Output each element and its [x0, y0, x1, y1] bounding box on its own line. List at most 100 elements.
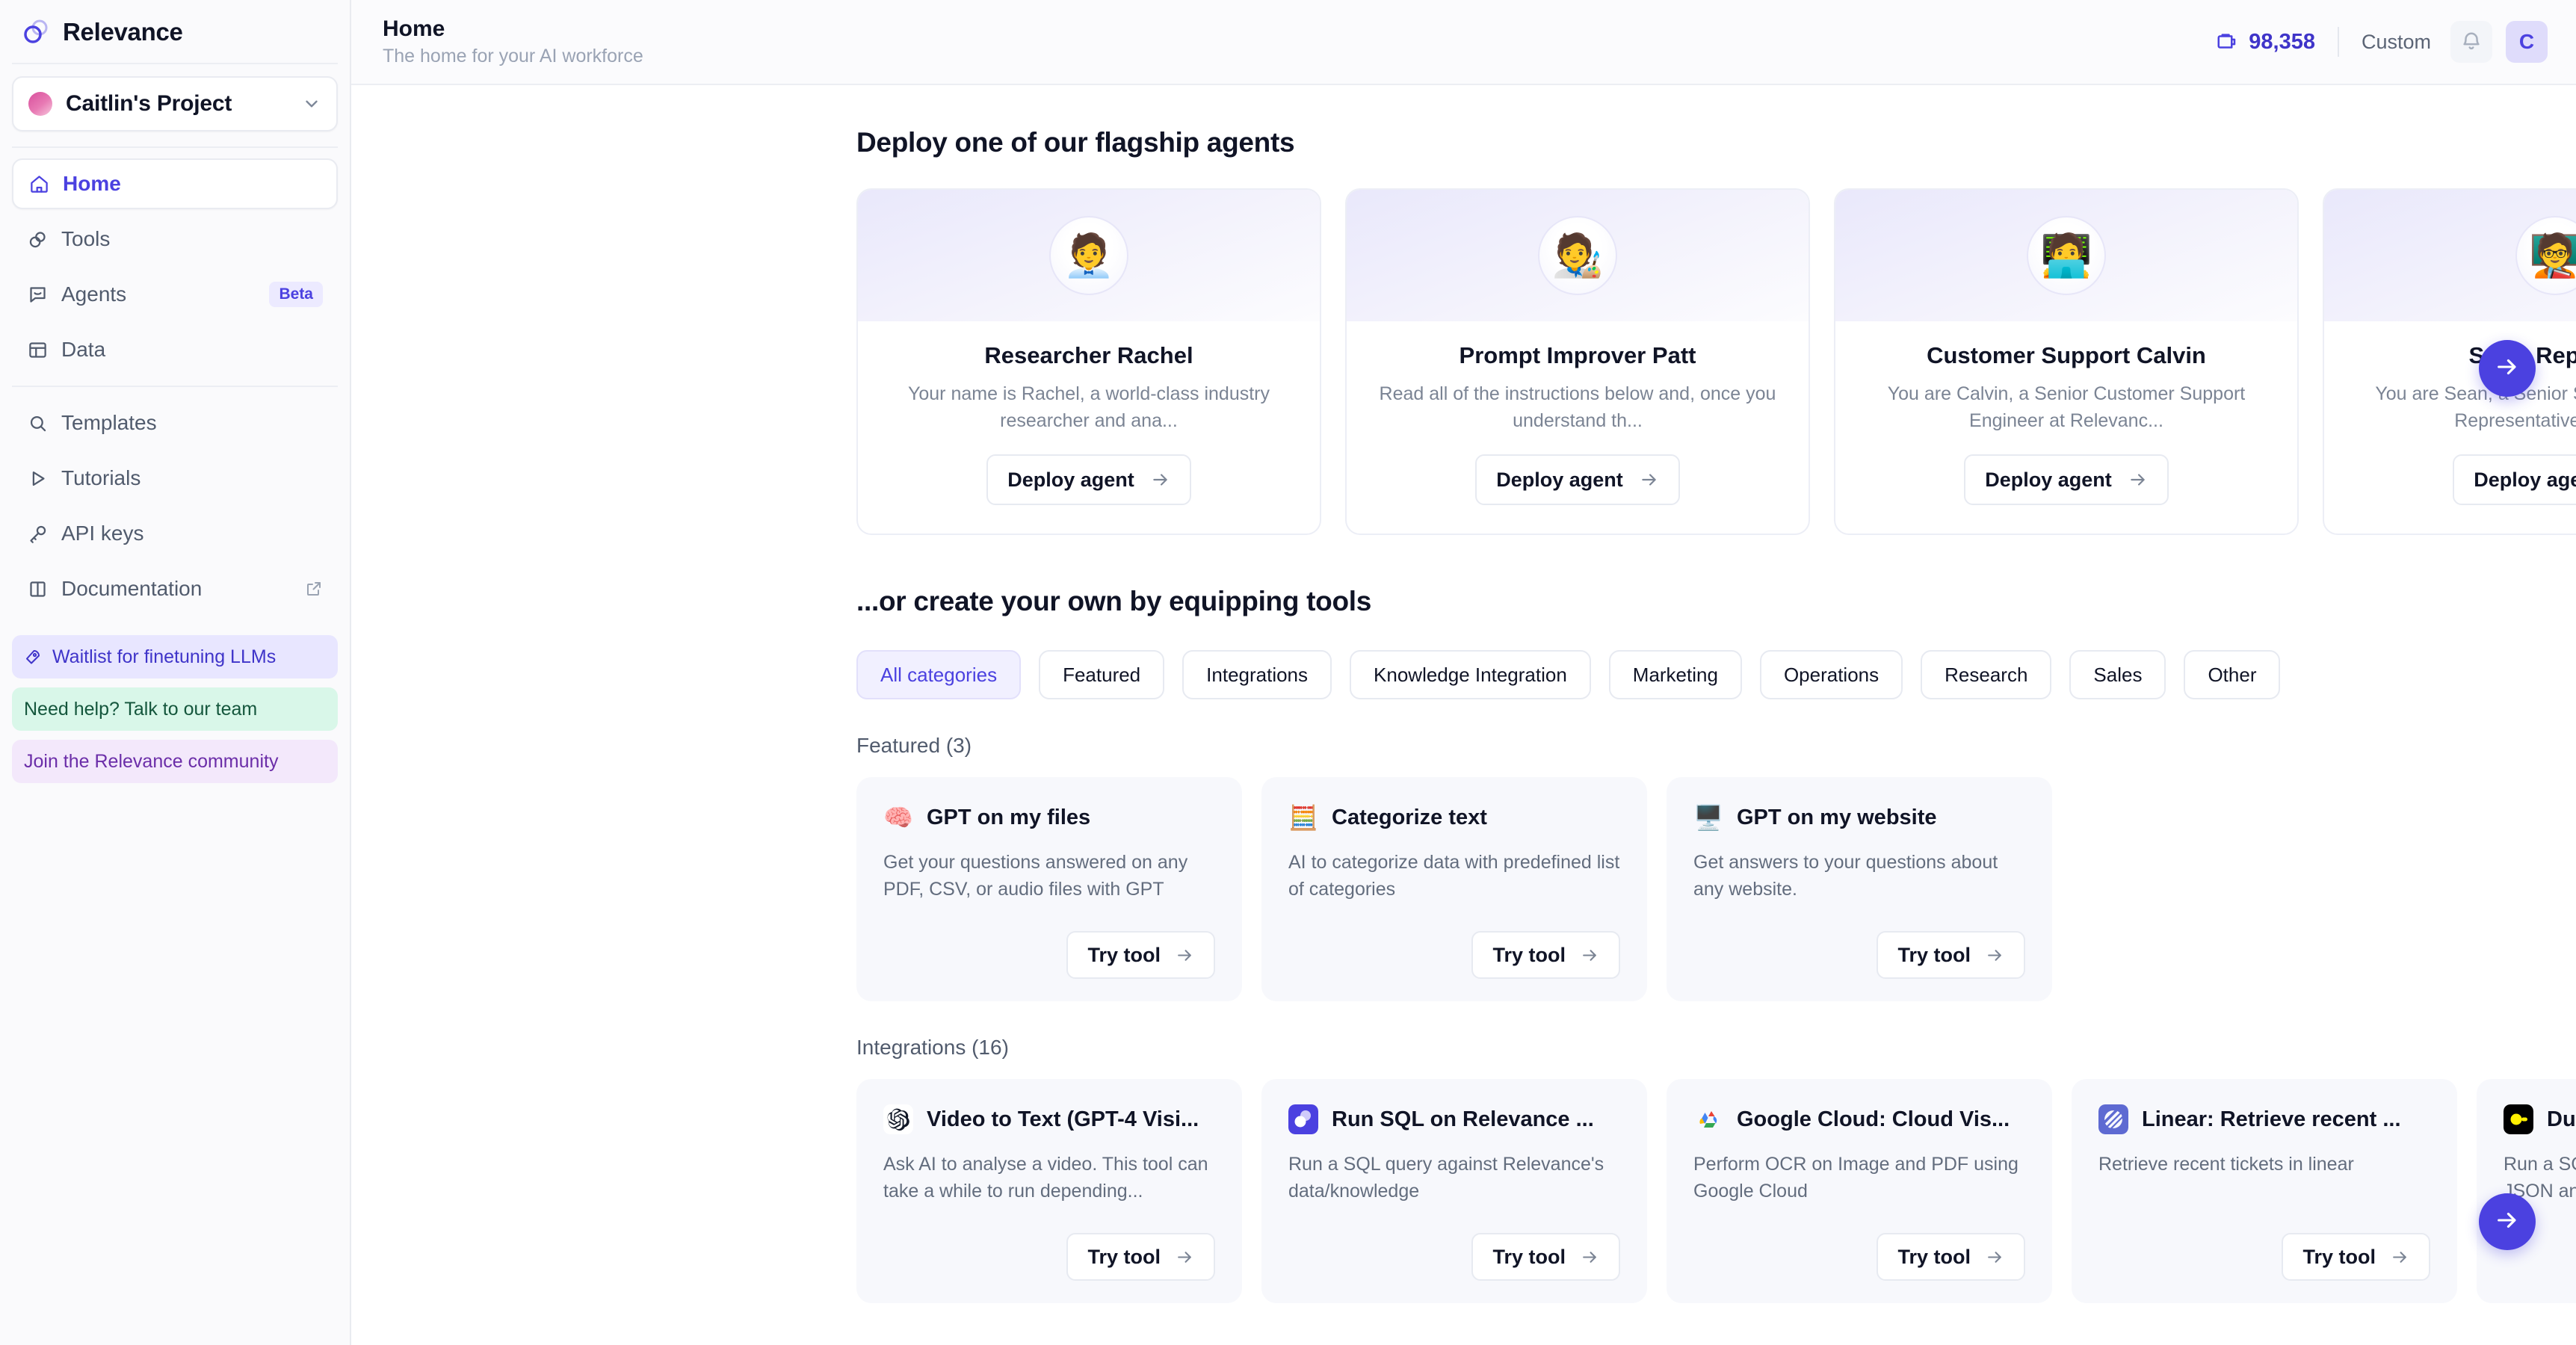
arrow-right-icon	[1640, 470, 1659, 489]
page-title: Home	[383, 16, 445, 42]
agent-card[interactable]: 🧑‍🎨 Prompt Improver Patt Read all of the…	[1345, 188, 1810, 535]
credits-indicator[interactable]: 98,358	[2216, 30, 2315, 55]
category-all-categories[interactable]: All categories	[856, 650, 1022, 699]
category-label: Featured	[1063, 663, 1141, 686]
agents-carousel[interactable]: 🧑‍💼 Researcher Rachel Your name is Rache…	[351, 188, 2576, 535]
try-tool-button[interactable]: Try tool	[1066, 1233, 1215, 1281]
tool-name: DuckDB: Run SQL on...	[2547, 1107, 2576, 1131]
avatar[interactable]: C	[2506, 21, 2548, 63]
plan-label[interactable]: Custom	[2361, 30, 2431, 53]
category-sales[interactable]: Sales	[2069, 650, 2166, 699]
try-tool-button[interactable]: Try tool	[1877, 931, 2025, 979]
deploy-agent-label: Deploy agent	[1496, 468, 1623, 491]
sidebar-item-data[interactable]: Data	[12, 324, 338, 375]
project-name: Caitlin's Project	[66, 91, 232, 116]
promo-talk-to-team[interactable]: Need help? Talk to our team	[12, 687, 338, 731]
category-research[interactable]: Research	[1921, 650, 2052, 699]
category-knowledge-integration[interactable]: Knowledge Integration	[1350, 650, 1591, 699]
sidebar: Relevance Caitlin's Project Home Tools	[0, 0, 351, 1345]
tools-carousel-next-button[interactable]	[2479, 1193, 2536, 1250]
sidebar-item-label: Templates	[61, 411, 157, 434]
agent-avatar-icon: 🧑‍🏫	[2515, 216, 2576, 295]
divider	[12, 386, 338, 387]
agent-name: Prompt Improver Patt	[1459, 342, 1696, 368]
table-icon	[27, 339, 48, 360]
try-tool-label: Try tool	[1897, 1245, 1971, 1268]
tool-card[interactable]: 🧮 Categorize text AI to categorize data …	[1261, 777, 1647, 1001]
tool-description: Ask AI to analyse a video. This tool can…	[883, 1154, 1208, 1202]
category-marketing[interactable]: Marketing	[1608, 650, 1742, 699]
promo-label: Join the Relevance community	[24, 750, 279, 772]
divider	[12, 63, 338, 64]
category-other[interactable]: Other	[2184, 650, 2281, 699]
key-icon	[27, 523, 48, 544]
promo-waitlist-finetuning[interactable]: Waitlist for finetuning LLMs	[12, 635, 338, 678]
arrow-right-icon	[1986, 1248, 2004, 1267]
category-featured[interactable]: Featured	[1039, 650, 1165, 699]
try-tool-button[interactable]: Try tool	[2282, 1233, 2430, 1281]
tool-description: Run a SQL query against Relevance's data…	[1288, 1154, 1604, 1202]
deploy-agent-button[interactable]: Deploy agent	[2453, 454, 2576, 505]
rocket-icon	[24, 648, 42, 666]
project-switcher[interactable]: Caitlin's Project	[12, 76, 338, 132]
agent-card-body: Customer Support Calvin You are Calvin, …	[1835, 321, 2297, 534]
arrow-right-icon	[1176, 1248, 1194, 1267]
agent-card[interactable]: 🧑‍💻 Customer Support Calvin You are Calv…	[1834, 188, 2299, 535]
tool-card[interactable]: Video to Text (GPT-4 Visi... Ask AI to a…	[856, 1079, 1242, 1303]
tool-card[interactable]: Google Cloud: Cloud Vis... Perform OCR o…	[1667, 1079, 2052, 1303]
group-title-integrations: Integrations (16)	[856, 1036, 1009, 1059]
chevron-down-icon[interactable]	[302, 94, 321, 114]
status-badge: Beta	[269, 282, 323, 307]
category-integrations[interactable]: Integrations	[1182, 650, 1332, 699]
category-operations[interactable]: Operations	[1759, 650, 1903, 699]
tool-card[interactable]: 🖥️ GPT on my website Get answers to your…	[1667, 777, 2052, 1001]
notifications-button[interactable]	[2450, 21, 2492, 63]
sidebar-item-label: Tools	[61, 227, 111, 250]
duckdb-logo-icon	[2504, 1104, 2533, 1134]
sidebar-item-api-keys[interactable]: API keys	[12, 508, 338, 559]
openai-logo-icon	[883, 1104, 913, 1134]
tool-card[interactable]: Run SQL on Relevance ... Run a SQL query…	[1261, 1079, 1647, 1303]
sidebar-item-tutorials[interactable]: Tutorials	[12, 453, 338, 504]
sidebar-item-agents[interactable]: Agents Beta	[12, 269, 338, 320]
try-tool-label: Try tool	[2302, 1245, 2376, 1268]
tool-card[interactable]: DuckDB: Run SQL on... Run a SQL query ag…	[2477, 1079, 2576, 1303]
arrow-right-icon	[1581, 946, 1599, 965]
promo-label: Waitlist for finetuning LLMs	[52, 646, 277, 667]
agent-avatar-icon: 🧑‍💼	[1049, 216, 1128, 295]
deploy-agent-button[interactable]: Deploy agent	[986, 454, 1191, 505]
wallet-icon	[2216, 31, 2238, 53]
arrow-right-icon	[1986, 946, 2004, 965]
sidebar-item-home[interactable]: Home	[12, 158, 338, 209]
tool-card[interactable]: 🧠 GPT on my files Get your questions ans…	[856, 777, 1242, 1001]
brand[interactable]: Relevance	[0, 0, 350, 63]
arrow-right-icon	[2391, 1248, 2409, 1267]
try-tool-button[interactable]: Try tool	[1471, 931, 1620, 979]
agent-card-header: 🧑‍🎨	[1347, 190, 1809, 321]
deploy-agent-button[interactable]: Deploy agent	[1964, 454, 2169, 505]
sidebar-item-tools[interactable]: Tools	[12, 214, 338, 265]
deploy-agent-button[interactable]: Deploy agent	[1475, 454, 1680, 505]
project-avatar	[28, 92, 52, 116]
sidebar-item-templates[interactable]: Templates	[12, 398, 338, 448]
search-icon	[27, 412, 48, 433]
agent-avatar-icon: 🧑‍🎨	[1538, 216, 1617, 295]
agents-carousel-next-button[interactable]	[2479, 340, 2536, 397]
tools-icon	[27, 229, 48, 250]
promo-join-community[interactable]: Join the Relevance community	[12, 740, 338, 783]
try-tool-button[interactable]: Try tool	[1066, 931, 1215, 979]
try-tool-button[interactable]: Try tool	[1471, 1233, 1620, 1281]
tool-card[interactable]: Linear: Retrieve recent ... Retrieve rec…	[2072, 1079, 2457, 1303]
agent-description: Your name is Rachel, a world-class indus…	[907, 383, 1270, 431]
agent-card[interactable]: 🧑‍💼 Researcher Rachel Your name is Rache…	[856, 188, 1321, 535]
home-icon	[28, 173, 49, 194]
arrow-right-icon	[1176, 946, 1194, 965]
promo-label: Need help? Talk to our team	[24, 698, 258, 720]
arrow-right-icon	[2128, 470, 2148, 489]
agent-card[interactable]: 🧑‍🏫 Sales Rep Sean You are Sean, a Senio…	[2323, 188, 2576, 535]
try-tool-button[interactable]: Try tool	[1877, 1233, 2025, 1281]
sidebar-item-documentation[interactable]: Documentation	[12, 563, 338, 614]
tool-description: Get your questions answered on any PDF, …	[883, 852, 1188, 900]
sidebar-secondary-nav: Templates Tutorials API keys Documentati…	[0, 387, 350, 614]
play-icon	[27, 468, 48, 489]
